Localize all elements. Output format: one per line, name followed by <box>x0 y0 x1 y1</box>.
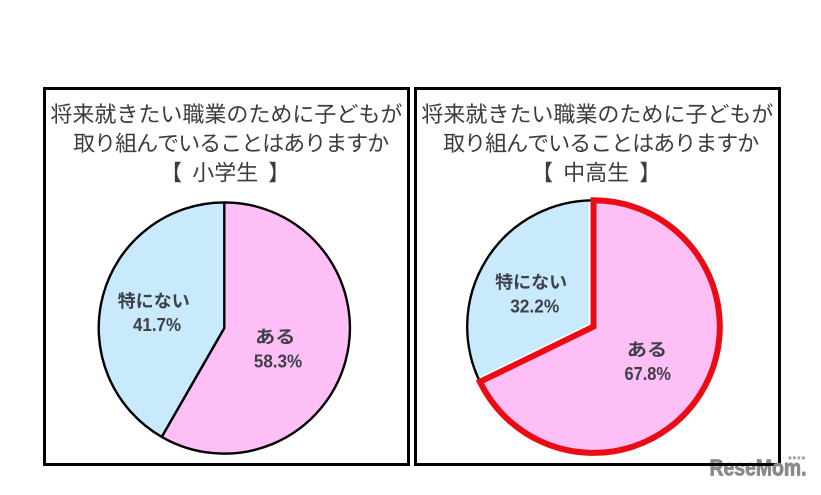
svg-text:58.3%: 58.3% <box>254 352 302 372</box>
svg-text:ReseMom.: ReseMom. <box>710 454 807 480</box>
svg-text:ReseMom.: ReseMom. <box>710 454 807 480</box>
svg-text:67.8%: 67.8% <box>625 364 671 384</box>
svg-text:32.2%: 32.2% <box>510 297 559 317</box>
svg-text:41.7%: 41.7% <box>133 315 181 335</box>
